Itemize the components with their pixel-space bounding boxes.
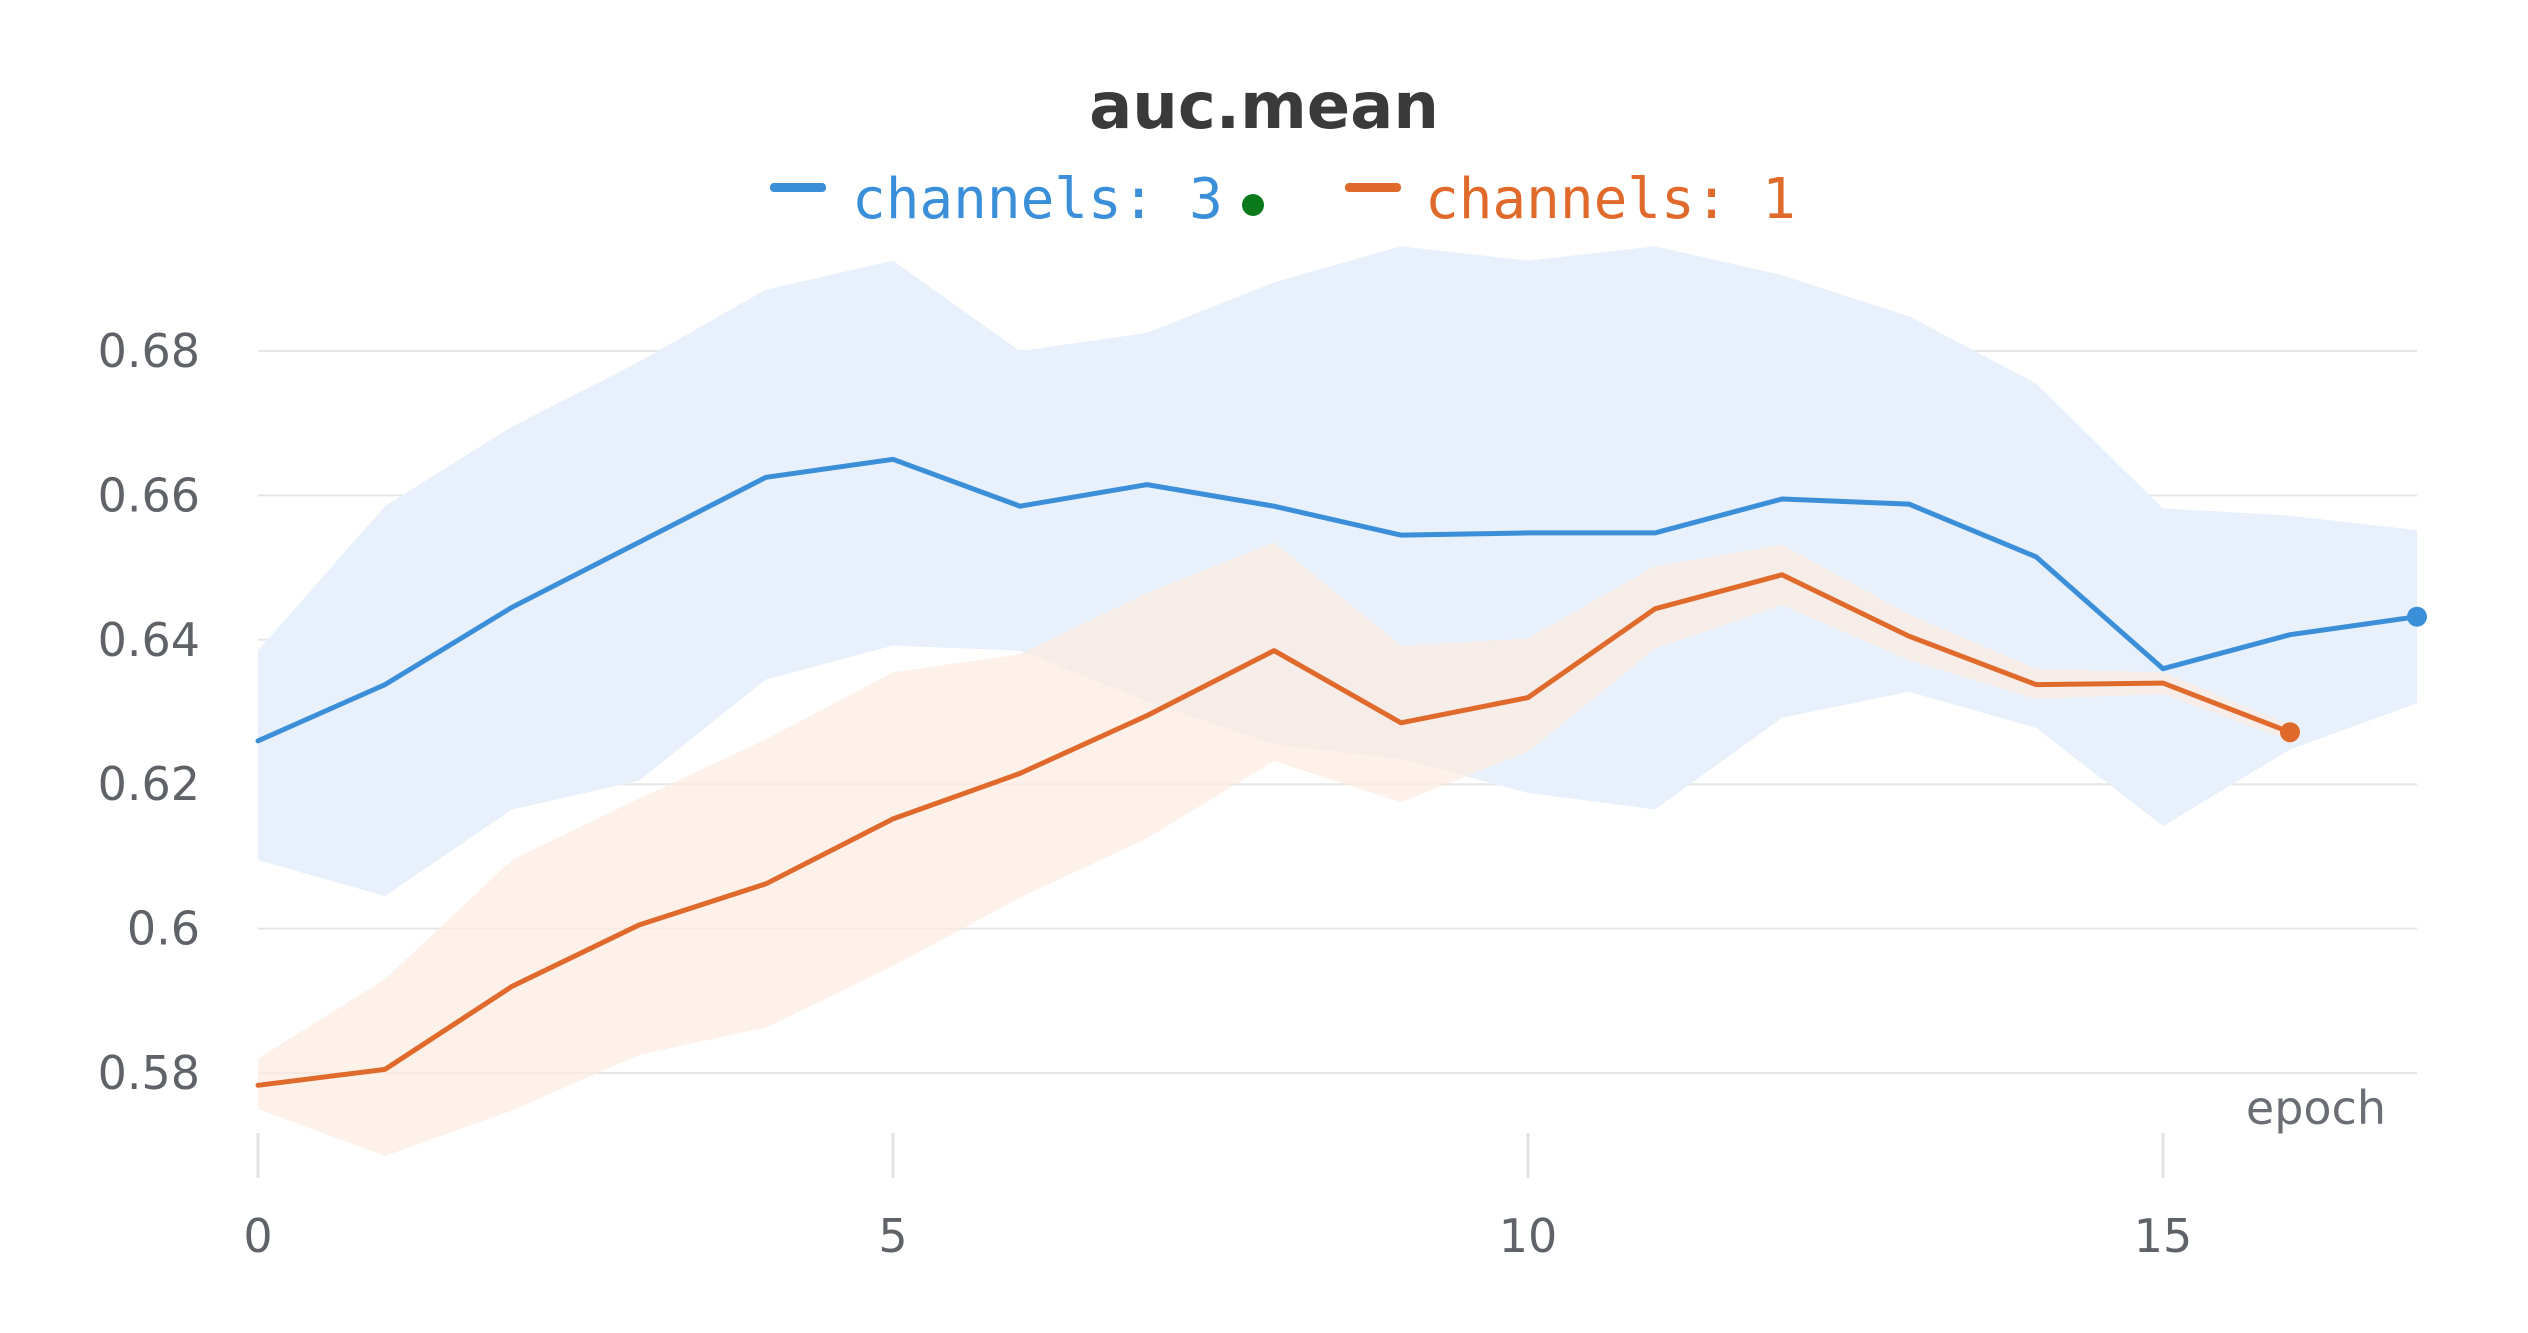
y-tick-label: 0.58 [98, 1046, 200, 1100]
endpoint-channels-1 [2280, 722, 2300, 743]
band-channels-1 [258, 542, 2290, 1156]
y-tick-label: 0.6 [127, 902, 200, 956]
y-tick-label: 0.64 [98, 613, 200, 667]
line-channels-1 [255, 572, 2293, 1088]
y-tick-label: 0.68 [98, 324, 200, 378]
line-channels-3 [255, 456, 2420, 744]
confidence-bands [258, 246, 2417, 1156]
legend-label-channels-3: channels: 3 [852, 167, 1223, 232]
legend-label-channels-1: channels: 1 [1425, 167, 1796, 232]
y-tick-label: 0.66 [98, 468, 200, 522]
series-lines [255, 456, 2420, 1088]
x-tick-label: 0 [243, 1209, 272, 1263]
x-tick-label: 10 [1499, 1209, 1558, 1263]
y-tick-label: 0.62 [98, 757, 200, 811]
x-axis-ticks: 0 5 10 15 [243, 1133, 2192, 1263]
series-endpoints [2280, 606, 2427, 743]
endpoint-channels-3 [2407, 606, 2427, 627]
x-tick-label: 15 [2134, 1209, 2193, 1263]
y-axis-ticks: 0.58 0.6 0.62 0.64 0.66 0.68 [98, 324, 200, 1100]
x-axis-label: epoch [2246, 1081, 2386, 1135]
legend: channels: 3 channels: 1 [770, 167, 1796, 232]
chart-title: auc.mean [1089, 70, 1439, 144]
legend-swatch-channels-3 [770, 183, 826, 192]
legend-swatch-channels-1 [1345, 183, 1401, 192]
band-channels-3 [258, 246, 2417, 897]
x-tick-label: 5 [878, 1209, 907, 1263]
legend-active-indicator-icon [1242, 194, 1264, 216]
